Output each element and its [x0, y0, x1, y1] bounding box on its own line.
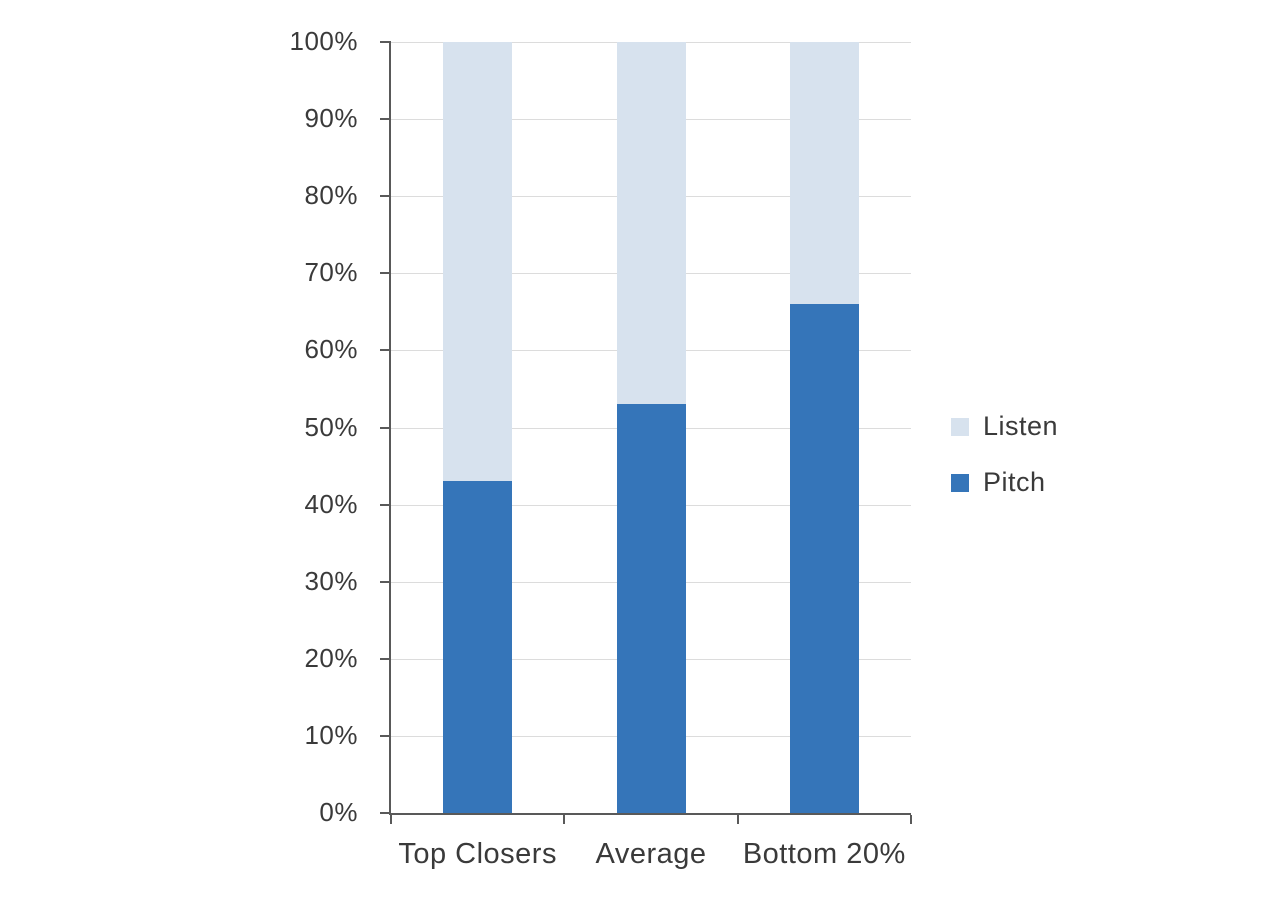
y-axis-tick	[380, 426, 389, 429]
y-axis-tick	[380, 118, 389, 121]
bar-segment-pitch	[616, 404, 686, 813]
y-axis-tick	[380, 503, 389, 506]
y-axis-label: 30%	[304, 565, 358, 596]
legend: Listen Pitch	[951, 411, 1058, 498]
x-axis-labels: Top Closers Average Bottom 20%	[0, 838, 1280, 884]
legend-swatch-listen-icon	[951, 417, 969, 436]
x-axis-tick	[390, 815, 392, 824]
x-axis-tick	[910, 815, 912, 824]
y-axis-label: 90%	[304, 102, 358, 133]
y-axis-line	[389, 41, 391, 813]
x-axis-tick	[736, 815, 739, 824]
y-axis-label: 60%	[304, 334, 358, 365]
bar-segment-listen	[789, 42, 859, 305]
bar-segment-listen	[616, 42, 686, 405]
y-axis-tick	[380, 41, 389, 43]
y-axis-tick	[380, 195, 389, 198]
bar-segment-listen	[443, 42, 513, 482]
legend-swatch-pitch-icon	[951, 473, 969, 492]
y-axis-tick	[380, 272, 389, 275]
x-axis-label: Bottom 20%	[742, 838, 906, 870]
y-axis-tick	[380, 580, 389, 583]
legend-item-listen: Listen	[951, 411, 1058, 442]
y-axis-label: 80%	[304, 180, 358, 211]
y-axis-label: 70%	[304, 257, 358, 288]
y-axis-label: 10%	[304, 719, 358, 750]
x-axis-tick	[563, 815, 566, 824]
y-axis-tick	[380, 734, 389, 737]
x-axis-label: Top Closers	[398, 838, 557, 870]
bar-segment-pitch	[443, 481, 513, 813]
legend-item-pitch: Pitch	[951, 467, 1058, 498]
y-axis-labels: 0% 10% 20% 30% 40% 50% 60% 70% 80% 90% 100%	[0, 26, 358, 827]
x-axis-label: Average	[595, 838, 707, 870]
bar-segment-pitch	[789, 304, 859, 813]
y-axis-label: 20%	[304, 642, 358, 673]
y-axis-tick	[380, 657, 389, 660]
legend-label-pitch: Pitch	[983, 467, 1046, 497]
x-axis-line	[389, 813, 911, 815]
legend-label-listen: Listen	[983, 411, 1059, 441]
y-axis-label: 0%	[319, 796, 358, 827]
y-axis-label: 50%	[304, 411, 358, 442]
y-axis-label: 100%	[289, 25, 358, 56]
plot-area	[380, 41, 912, 824]
y-axis-label: 40%	[304, 488, 358, 519]
y-axis-tick	[380, 349, 389, 352]
y-axis-tick	[380, 812, 389, 814]
